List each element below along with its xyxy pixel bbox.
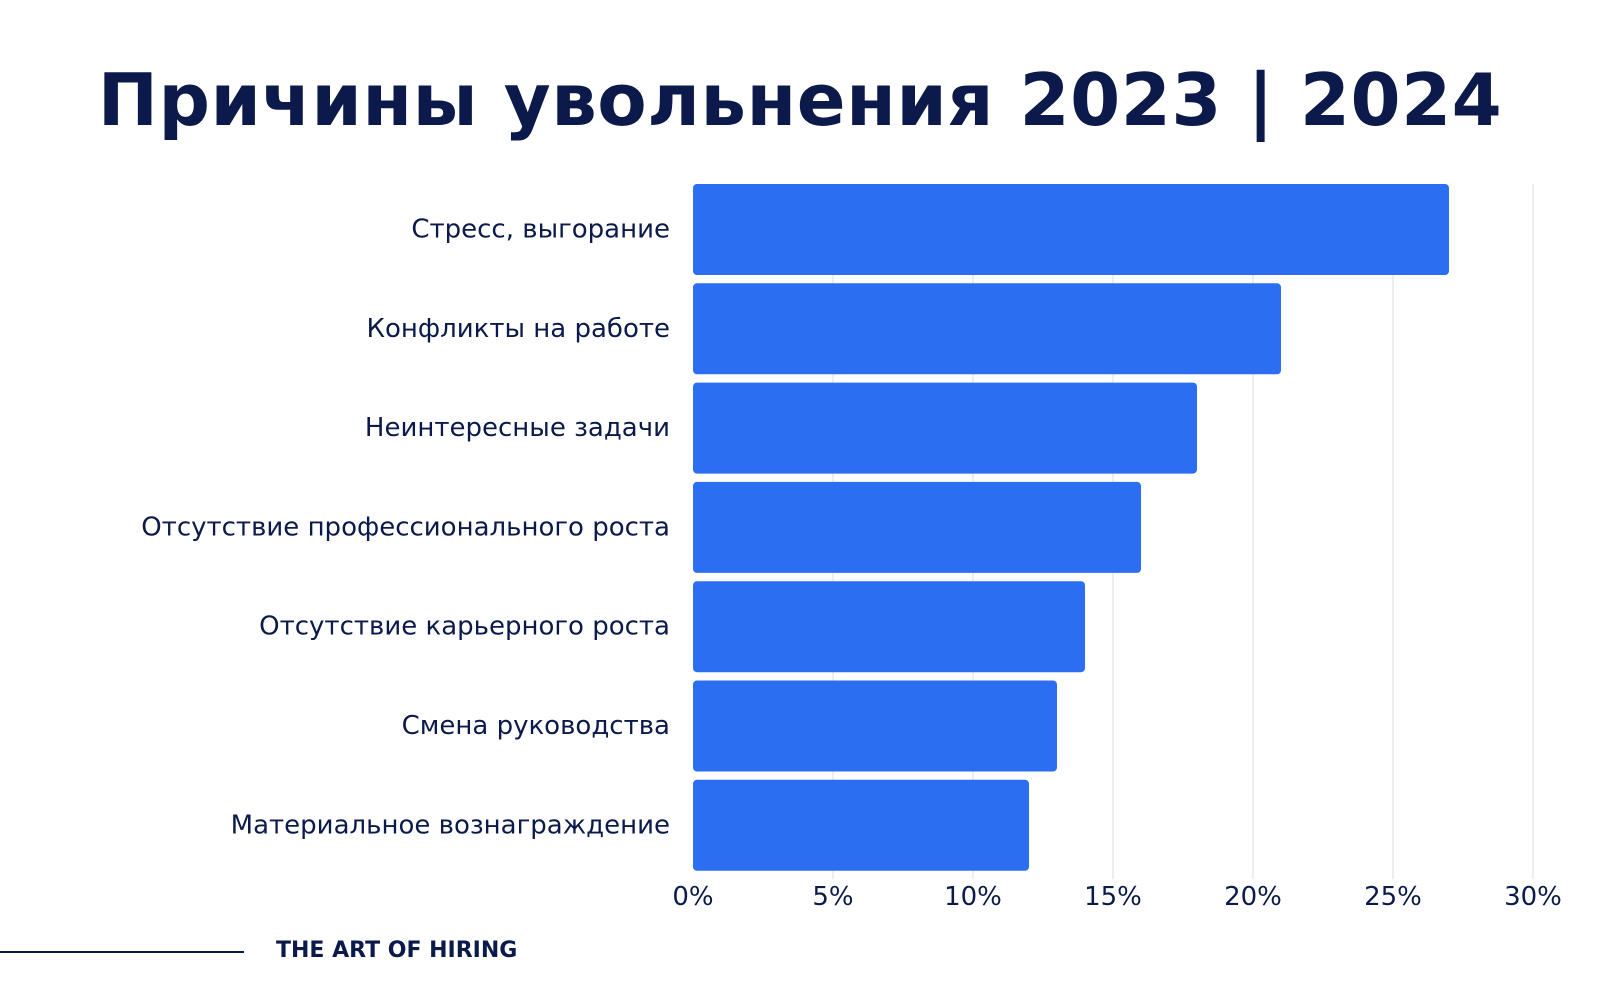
x-tick-label: 0% xyxy=(672,882,713,912)
x-tick-label: 25% xyxy=(1364,882,1422,912)
bar xyxy=(693,481,1141,573)
bar xyxy=(693,779,1029,871)
category-label: Стресс, выгорание xyxy=(411,215,670,245)
category-label: Материальное вознаграждение xyxy=(231,810,670,840)
x-tick-label: 20% xyxy=(1224,882,1282,912)
bar xyxy=(693,283,1281,375)
chart-title: Причины увольнения 2023 | 2024 xyxy=(97,58,1503,142)
x-tick-label: 5% xyxy=(812,882,853,912)
category-label: Конфликты на работе xyxy=(367,314,670,344)
category-labels: Стресс, выгорание Конфликты на работе Неин… xyxy=(141,215,670,841)
x-axis-tick-labels: 0% 5% 10% 15% 20% 25% 30% xyxy=(672,882,1562,912)
bars xyxy=(693,184,1449,871)
category-label: Отсутствие профессионального роста xyxy=(141,512,670,542)
bar xyxy=(693,680,1057,772)
category-label: Отсутствие карьерного роста xyxy=(259,612,670,642)
bar xyxy=(693,184,1449,275)
category-label: Неинтересные задачи xyxy=(365,413,670,443)
footer-divider xyxy=(0,951,244,953)
x-tick-label: 15% xyxy=(1084,882,1142,912)
category-label: Смена руководства xyxy=(402,711,670,741)
bar xyxy=(693,581,1085,673)
x-tick-label: 30% xyxy=(1504,882,1562,912)
bar xyxy=(693,382,1197,474)
x-tick-label: 10% xyxy=(944,882,1002,912)
footer-brand: THE ART OF HIRING xyxy=(276,938,518,963)
